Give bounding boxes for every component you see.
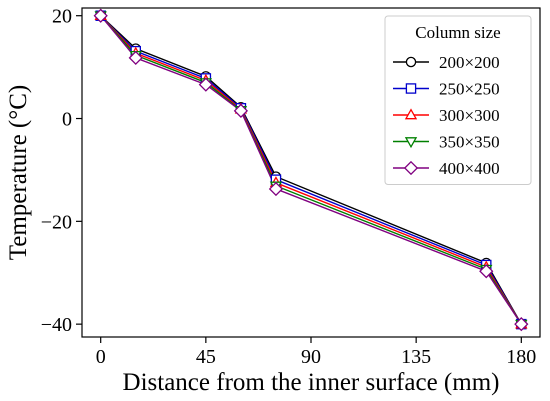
data-point	[128, 50, 143, 65]
legend-item: 300×300	[393, 106, 500, 125]
x-axis-title: Distance from the inner surface (mm)	[123, 369, 500, 396]
x-tick-label: 90	[301, 346, 321, 368]
legend-item: 200×200	[393, 53, 500, 72]
legend-item: 250×250	[393, 80, 500, 99]
y-tick-label: −40	[41, 314, 72, 336]
legend-marker	[404, 137, 418, 149]
x-tick-label: 45	[196, 346, 216, 368]
data-point	[514, 317, 529, 332]
legend: Column size 200×200 250×250 300×300 350×350…	[384, 15, 532, 185]
data-point	[198, 77, 213, 92]
legend-label: 250×250	[439, 80, 500, 99]
legend-marker	[405, 83, 417, 94]
y-tick-label: −20	[41, 211, 72, 233]
legend-marker	[405, 56, 417, 68]
y-tick-label: 0	[62, 109, 72, 131]
legend-label: 300×300	[439, 106, 500, 125]
x-tick-label: 0	[96, 346, 106, 368]
y-tick-label: 20	[52, 6, 72, 28]
legend-label: 400×400	[439, 159, 500, 178]
legend-marker	[404, 108, 418, 120]
data-point	[233, 103, 249, 118]
series-markers	[93, 8, 529, 332]
legend-marker	[403, 160, 419, 176]
series-markers-4	[93, 8, 529, 332]
legend-label: 350×350	[439, 133, 500, 152]
legend-item: 400×400	[393, 159, 500, 178]
legend-title: Column size	[415, 23, 500, 42]
x-tick-label: 135	[401, 346, 431, 368]
data-point	[479, 264, 494, 279]
axis-ticks: 0 45 90 135 180 20 0 −20 −40	[41, 6, 537, 368]
data-point	[268, 181, 284, 197]
data-point	[93, 8, 108, 23]
legend-item: 350×350	[393, 133, 500, 152]
y-axis-title: Temperature (°C)	[5, 85, 32, 261]
legend-label: 200×200	[439, 53, 500, 72]
x-tick-label: 180	[506, 346, 536, 368]
legend-box	[384, 15, 532, 185]
